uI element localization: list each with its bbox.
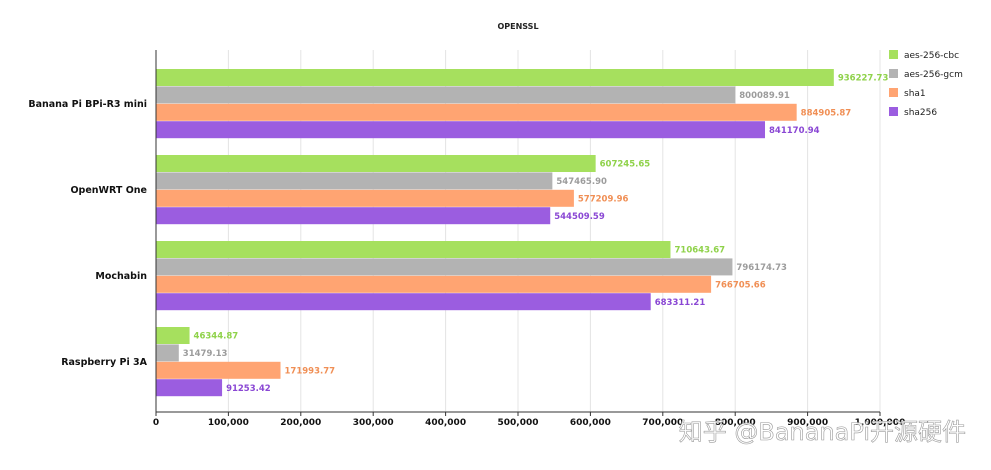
data-label: 577209.96 [578, 195, 629, 205]
bar-sha1 [156, 103, 797, 121]
bar-sha1 [156, 275, 712, 293]
data-label: 884905.87 [801, 109, 852, 119]
watermark: 知乎 @BananaPi开源硬件 [679, 418, 966, 446]
x-tick-label: 300,000 [353, 418, 394, 428]
bar-sha256 [156, 379, 223, 397]
bar-aes-256-gcm [156, 344, 179, 362]
bar-aes-256-cbc [156, 327, 190, 344]
legend-label: aes-256-gcm [904, 70, 963, 80]
bar-aes-256-cbc [156, 69, 834, 86]
category-label: Raspberry Pi 3A [61, 357, 147, 368]
category-labels: Banana Pi BPi-R3 mini OpenWRT One Mochabin… [28, 99, 147, 368]
data-label: 796174.73 [736, 263, 787, 273]
data-label: 46344.87 [194, 332, 239, 342]
x-tick-label: 900,000 [787, 418, 828, 428]
x-tick-label: 700,000 [642, 418, 683, 428]
bar-aes-256-gcm [156, 172, 553, 190]
bar-sha1 [156, 189, 574, 207]
axes [155, 50, 881, 416]
chart-title: OPENSSL [497, 22, 538, 31]
x-tick-labels: 0 100,000 200,000 300,000 400,000 500,000 600,… [153, 418, 905, 428]
x-tick-label: 500,000 [498, 418, 539, 428]
x-tick-label: 100,000 [208, 418, 249, 428]
bar-sha256 [156, 293, 651, 311]
bar-aes-256-cbc [156, 155, 596, 172]
bar-sha256 [156, 207, 551, 225]
bars [156, 69, 834, 397]
data-label: 841170.94 [769, 126, 820, 136]
value-labels: 936227.73 800089.91 884905.87 841170.94 6072… [183, 74, 889, 394]
legend-swatch [889, 107, 898, 116]
legend-label: sha1 [904, 89, 926, 99]
x-tick-label: 1,000,000 [855, 418, 906, 428]
bar-aes-256-gcm [156, 86, 736, 104]
data-label: 91253.42 [226, 384, 271, 394]
data-label: 31479.13 [183, 349, 228, 359]
data-label: 710643.67 [675, 246, 726, 256]
legend-label: aes-256-cbc [904, 51, 959, 61]
bar-aes-256-cbc [156, 241, 671, 258]
data-label: 171993.77 [285, 367, 336, 377]
x-tick-label: 600,000 [570, 418, 611, 428]
legend-swatch [889, 69, 898, 78]
bar-sha1 [156, 361, 281, 379]
legend-swatch [889, 50, 898, 59]
data-label: 544509.59 [554, 212, 605, 222]
category-label: OpenWRT One [70, 185, 147, 196]
bar-sha256 [156, 121, 766, 139]
category-label: Banana Pi BPi-R3 mini [28, 99, 147, 110]
x-tick-label: 200,000 [280, 418, 321, 428]
legend-label: sha256 [904, 108, 937, 118]
x-tick-label: 0 [153, 418, 159, 428]
bar-aes-256-gcm [156, 258, 733, 276]
category-label: Mochabin [95, 271, 147, 282]
legend: aes-256-cbc aes-256-gcm sha1 sha256 [889, 50, 963, 118]
data-label: 766705.66 [715, 281, 766, 291]
x-tick-label: 400,000 [425, 418, 466, 428]
legend-swatch [889, 88, 898, 97]
data-label: 683311.21 [655, 298, 706, 308]
x-tick-label: 800,000 [715, 418, 756, 428]
data-label: 547465.90 [556, 177, 607, 187]
data-label: 800089.91 [739, 91, 790, 101]
data-label: 607245.65 [600, 160, 651, 170]
data-label: 936227.73 [838, 74, 889, 84]
